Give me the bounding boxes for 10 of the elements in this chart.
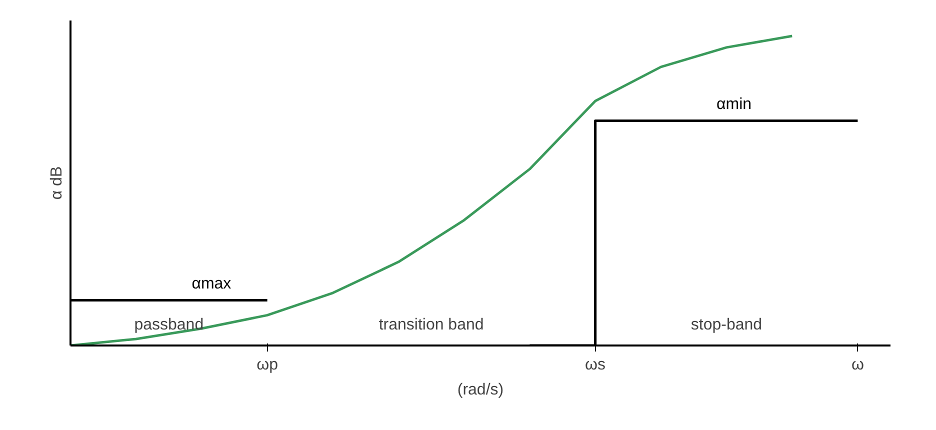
x-tick-label: ω — [851, 356, 864, 374]
x-tick-label: ωp — [256, 356, 278, 374]
y-axis-title: α dB — [48, 166, 66, 200]
annotation: transition band — [378, 316, 484, 334]
series-label: αmin — [716, 96, 752, 113]
annotation: stop-band — [690, 316, 762, 334]
x-axis-title: (rad/s) — [457, 382, 504, 398]
annotation: passband — [134, 316, 204, 334]
series-label: αmax — [192, 275, 232, 292]
x-tick-label: ωs — [585, 356, 606, 374]
